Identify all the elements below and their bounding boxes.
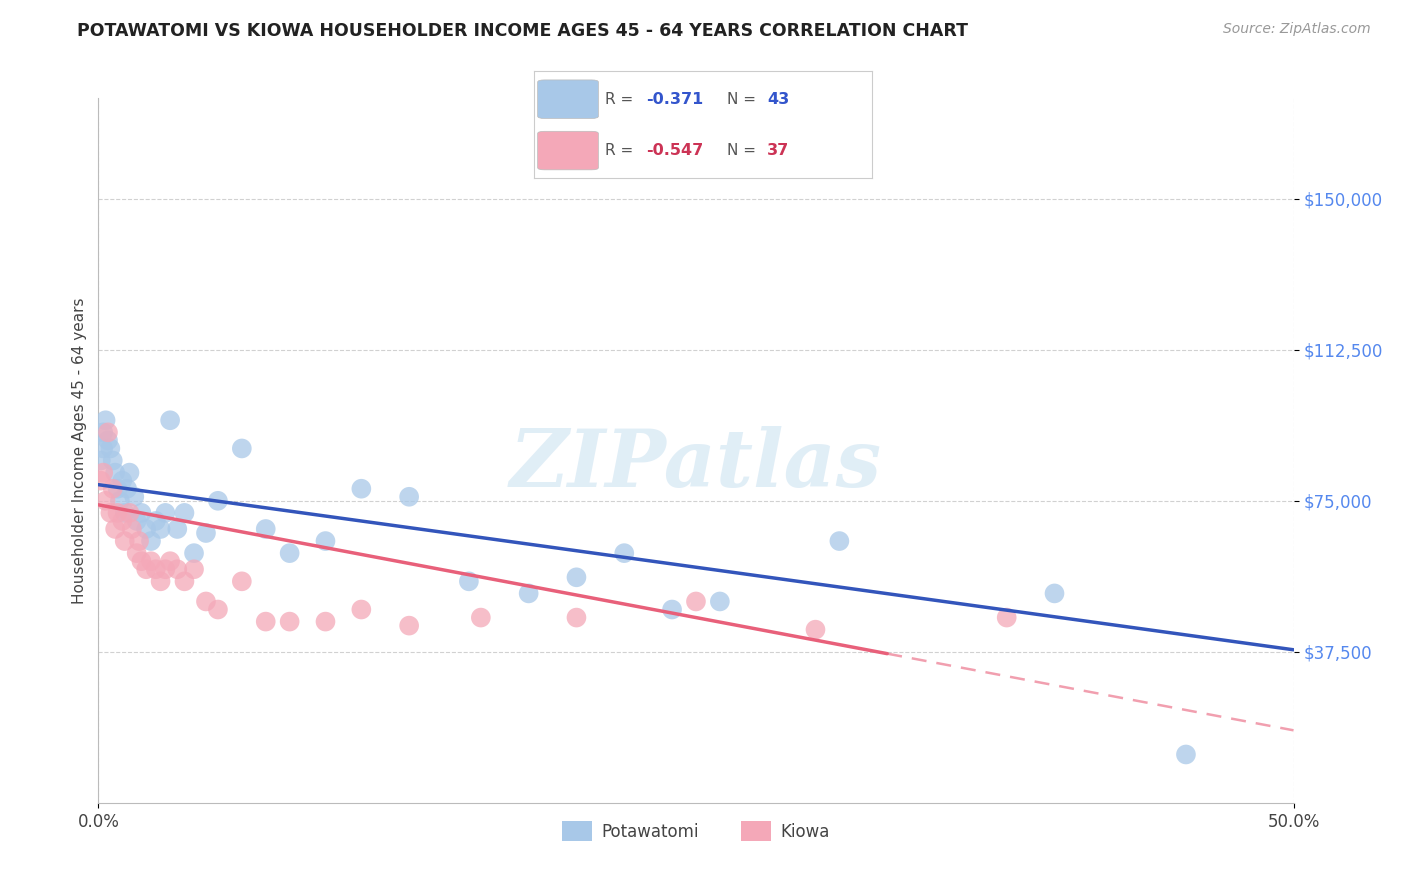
Point [145, 562, 167, 576]
Point [166, 522, 188, 536]
Text: R =: R = [605, 92, 638, 107]
Point [145, 514, 167, 528]
Point [350, 482, 373, 496]
Text: 37: 37 [768, 143, 789, 158]
Point [231, 442, 253, 456]
Point [398, 618, 420, 632]
Point [98, 506, 122, 520]
Text: POTAWATOMI VS KIOWA HOUSEHOLDER INCOME AGES 45 - 64 YEARS CORRELATION CHART: POTAWATOMI VS KIOWA HOUSEHOLDER INCOME A… [77, 22, 969, 40]
Point [685, 594, 707, 608]
Point [173, 506, 195, 520]
Point [458, 574, 481, 589]
Point [101, 453, 124, 467]
Point [155, 562, 177, 576]
Point [661, 602, 683, 616]
Text: -0.547: -0.547 [645, 143, 703, 158]
Point [166, 562, 188, 576]
Point [183, 546, 205, 560]
Point [183, 562, 205, 576]
Text: N =: N = [727, 143, 761, 158]
Point [613, 546, 636, 560]
Point [517, 586, 540, 600]
Point [121, 522, 143, 536]
Point [125, 546, 148, 560]
Point [195, 526, 218, 541]
Text: N =: N = [727, 92, 761, 107]
Point [114, 534, 136, 549]
Point [709, 594, 731, 608]
Point [104, 466, 127, 480]
Point [91, 425, 114, 440]
Point [149, 574, 172, 589]
Point [231, 574, 253, 589]
Point [135, 522, 157, 536]
Point [128, 534, 150, 549]
Point [131, 554, 153, 568]
Point [91, 442, 114, 456]
Text: -0.371: -0.371 [645, 92, 703, 107]
Point [350, 602, 373, 616]
Point [254, 615, 277, 629]
Text: ZIPatlas: ZIPatlas [510, 425, 882, 503]
Point [207, 493, 229, 508]
Point [114, 506, 136, 520]
Point [90, 474, 112, 488]
Point [111, 514, 134, 528]
Point [94, 493, 117, 508]
Point [315, 534, 337, 549]
Point [139, 534, 162, 549]
Point [398, 490, 420, 504]
Point [828, 534, 851, 549]
Point [804, 623, 827, 637]
Point [139, 554, 162, 568]
Point [278, 546, 301, 560]
Point [115, 482, 138, 496]
FancyBboxPatch shape [537, 80, 599, 119]
Point [470, 610, 492, 624]
Point [565, 610, 588, 624]
Point [1175, 747, 1198, 762]
Point [111, 474, 134, 488]
Point [124, 490, 146, 504]
Point [173, 574, 195, 589]
Text: R =: R = [605, 143, 638, 158]
Point [565, 570, 588, 584]
Point [125, 514, 148, 528]
FancyBboxPatch shape [537, 131, 599, 169]
Point [104, 522, 127, 536]
Legend: Potawatomi, Kiowa: Potawatomi, Kiowa [555, 814, 837, 847]
Point [94, 413, 117, 427]
Point [995, 610, 1018, 624]
Point [159, 413, 181, 427]
Point [278, 615, 301, 629]
Point [131, 506, 153, 520]
Point [97, 425, 120, 440]
Point [195, 594, 218, 608]
Point [108, 493, 131, 508]
Point [315, 615, 337, 629]
Point [135, 562, 157, 576]
Point [91, 466, 114, 480]
Point [254, 522, 277, 536]
Point [159, 554, 181, 568]
Point [118, 506, 141, 520]
Point [149, 522, 172, 536]
Point [98, 442, 122, 456]
Point [107, 506, 129, 520]
Point [107, 482, 129, 496]
Text: 43: 43 [768, 92, 789, 107]
Point [101, 482, 124, 496]
Point [1043, 586, 1066, 600]
Text: Source: ZipAtlas.com: Source: ZipAtlas.com [1223, 22, 1371, 37]
Point [97, 434, 120, 448]
Point [90, 453, 112, 467]
Point [155, 506, 177, 520]
Y-axis label: Householder Income Ages 45 - 64 years: Householder Income Ages 45 - 64 years [72, 297, 87, 604]
Point [207, 602, 229, 616]
Point [118, 466, 141, 480]
